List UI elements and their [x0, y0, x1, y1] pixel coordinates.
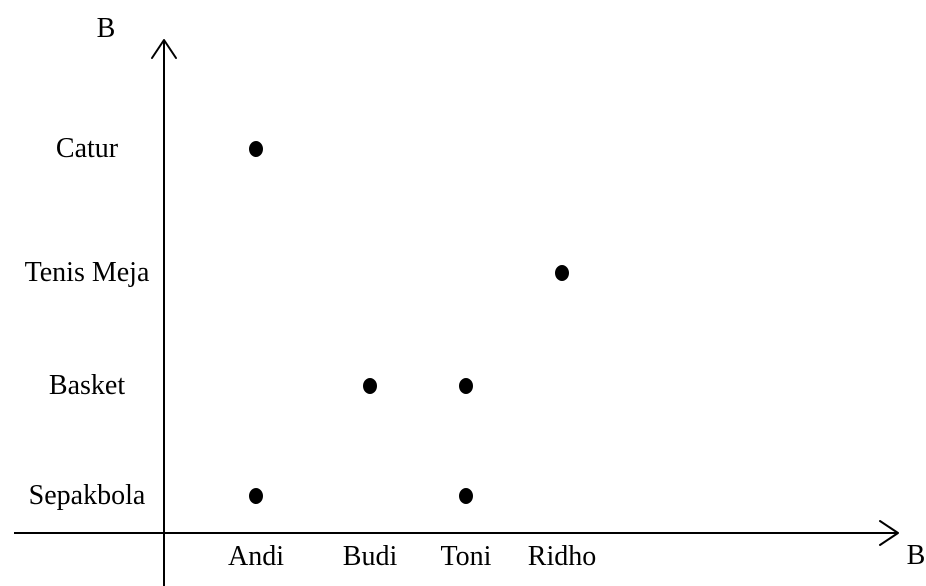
y-tick-label-basket: Basket — [49, 370, 125, 401]
x-axis-label: B — [907, 540, 926, 571]
point-budi-basket — [363, 378, 377, 394]
point-andi-sepakbola — [249, 488, 263, 504]
x-tick-label-budi: Budi — [343, 541, 398, 572]
y-tick-labels: Sepakbola Basket Tenis Meja Catur — [25, 133, 150, 511]
x-axis-arrowhead — [879, 520, 899, 546]
x-tick-labels: Andi Budi Toni Ridho — [228, 541, 596, 572]
point-toni-sepakbola — [459, 488, 473, 504]
x-tick-label-toni: Toni — [441, 541, 492, 572]
point-ridho-tenis-meja — [555, 265, 569, 281]
point-andi-catur — [249, 141, 263, 157]
y-tick-label-tenis-meja: Tenis Meja — [25, 257, 150, 288]
data-points — [249, 141, 569, 504]
x-tick-label-ridho: Ridho — [528, 541, 596, 572]
point-toni-basket — [459, 378, 473, 394]
x-tick-label-andi: Andi — [228, 541, 284, 572]
y-tick-label-sepakbola: Sepakbola — [29, 480, 146, 511]
y-tick-label-catur: Catur — [56, 133, 119, 164]
y-axis-arrowhead — [151, 39, 177, 59]
y-axis-label: B — [97, 13, 116, 44]
